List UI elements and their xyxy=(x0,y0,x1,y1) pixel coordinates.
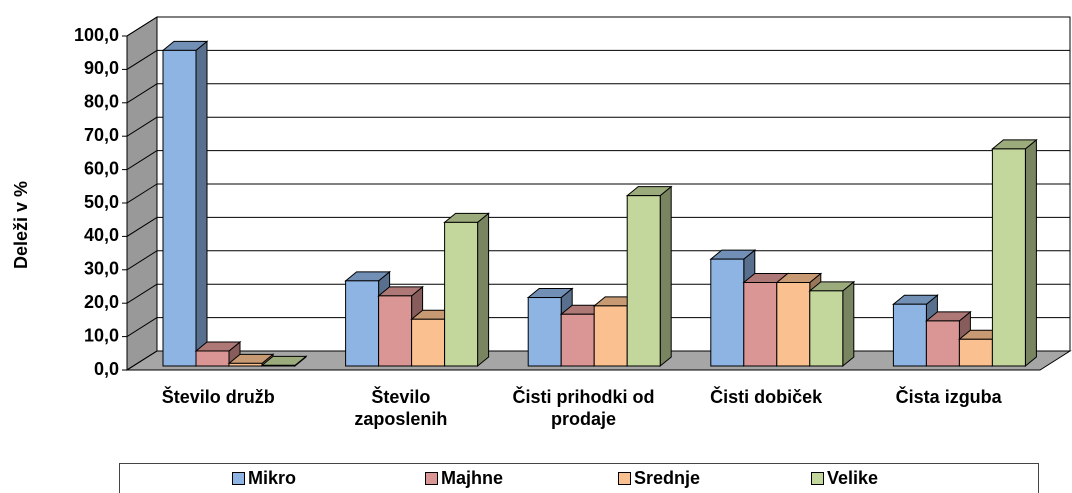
grid-line xyxy=(126,16,158,37)
y-tick-label: 40,0 xyxy=(84,225,119,245)
bar-front xyxy=(195,350,230,367)
bar-side xyxy=(477,212,490,368)
bar-front xyxy=(710,258,745,367)
bar xyxy=(625,185,673,368)
y-tick-label: 60,0 xyxy=(84,158,119,178)
bar-front xyxy=(527,297,562,367)
legend-item: Srednje xyxy=(618,468,700,489)
grid-line xyxy=(126,350,158,371)
bar-front xyxy=(626,195,661,367)
x-tick-label: Čisti dobiček xyxy=(710,387,823,407)
bar-front xyxy=(776,282,811,367)
legend-swatch xyxy=(618,472,631,485)
legend-item: Velike xyxy=(811,468,878,489)
legend-label: Mikro xyxy=(248,468,297,488)
y-tick-label: 50,0 xyxy=(84,192,119,212)
legend-swatch xyxy=(811,472,824,485)
bar xyxy=(260,355,308,368)
bar-side xyxy=(842,280,855,368)
x-tick-label: Čista izguba xyxy=(895,387,1002,407)
bar xyxy=(443,212,491,368)
y-tick-label: 80,0 xyxy=(84,92,119,112)
x-tick-label: Čisti prihodki od prodaje xyxy=(512,387,655,429)
grid-line xyxy=(126,250,158,271)
bar-front xyxy=(345,280,380,367)
grid-line xyxy=(126,317,158,338)
bar-front xyxy=(444,221,479,367)
y-axis-label: Deleži v % xyxy=(11,181,31,269)
y-tick-label: 30,0 xyxy=(84,259,119,279)
bar-front xyxy=(411,318,446,367)
y-tick-label: 70,0 xyxy=(84,125,119,145)
bar-front xyxy=(261,364,296,367)
bar xyxy=(990,138,1038,368)
bar-front xyxy=(991,148,1026,367)
y-tick-label: 0,0 xyxy=(94,359,119,379)
y-tick-label: 100,0 xyxy=(74,25,119,45)
legend-label: Majhne xyxy=(441,468,504,488)
legend-swatch xyxy=(232,472,245,485)
bar-front xyxy=(560,313,595,367)
legend: Mikro Majhne Srednje Velike xyxy=(119,463,1039,493)
bar-front xyxy=(925,320,960,367)
bar-front xyxy=(743,282,778,367)
bar-front xyxy=(162,49,197,367)
bar-front xyxy=(958,338,993,367)
bar-side xyxy=(659,185,672,368)
legend-item: Mikro xyxy=(232,468,296,489)
grid-line xyxy=(126,116,158,137)
y-tick-label: 20,0 xyxy=(84,292,119,312)
x-tick-label: Število zaposlenih xyxy=(354,387,448,429)
y-tick-label: 10,0 xyxy=(84,325,119,345)
bar-front xyxy=(228,362,263,367)
grid-line xyxy=(126,49,158,70)
bar-front xyxy=(593,305,628,367)
legend-item: Majhne xyxy=(425,468,503,489)
legend-label: Velike xyxy=(827,468,879,488)
bar-front xyxy=(378,295,413,367)
y-tick-label: 90,0 xyxy=(84,58,119,78)
grid-line xyxy=(126,150,158,171)
grid-line xyxy=(126,216,158,237)
bar-side xyxy=(1024,138,1037,368)
grid-line xyxy=(126,283,158,304)
bar xyxy=(808,280,856,368)
bar xyxy=(161,40,209,368)
bar-front xyxy=(892,303,927,367)
legend-swatch xyxy=(425,472,438,485)
bar xyxy=(194,340,242,368)
grid-line xyxy=(126,83,158,104)
x-tick-label: Število družb xyxy=(161,387,275,407)
bar-front xyxy=(809,290,844,367)
legend-label: Srednje xyxy=(634,468,701,488)
bar xyxy=(227,353,275,368)
bar-side xyxy=(195,40,208,368)
grid-line xyxy=(126,183,158,204)
